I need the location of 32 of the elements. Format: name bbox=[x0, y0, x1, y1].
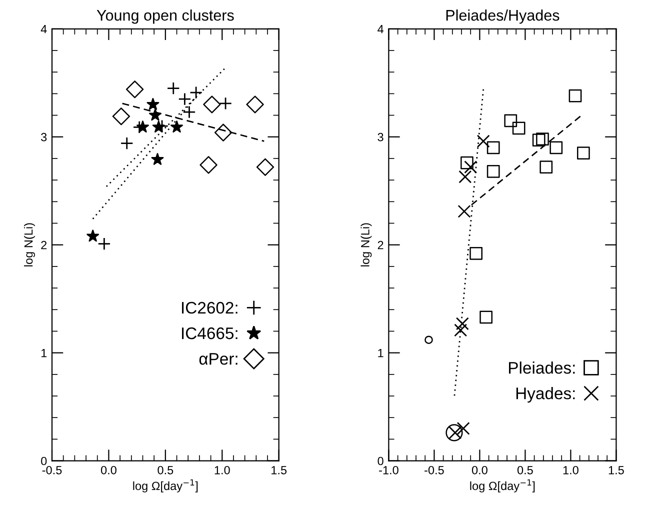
x-tick-label: 1.0 bbox=[563, 466, 578, 474]
y-tick-label: 1 bbox=[41, 348, 47, 358]
x-tick-label: 1.5 bbox=[608, 466, 624, 474]
x-tick-label: -0.5 bbox=[42, 466, 62, 474]
x-tick-label: 1.0 bbox=[214, 466, 230, 474]
x-tick-label: 0.0 bbox=[472, 466, 488, 474]
legend-label: IC2602: bbox=[182, 302, 238, 314]
x-tick-label: 0.5 bbox=[517, 466, 533, 474]
x-axis-title: log Ω[day$^{−1}$] bbox=[133, 479, 198, 492]
x-axis-title: log Ω[day$^{−1}$] bbox=[470, 479, 535, 492]
y-axis-title: log N(Li) bbox=[360, 223, 372, 266]
y-tick-label: 0 bbox=[378, 456, 384, 466]
y-tick-label: 0 bbox=[41, 456, 47, 466]
legend-label: IC4665: bbox=[182, 327, 238, 340]
y-axis-title: log N(Li) bbox=[24, 223, 36, 266]
legend-label: Hyades: bbox=[516, 387, 575, 403]
chart-title: Pleiades/Hyades bbox=[446, 9, 560, 24]
y-tick-label: 2 bbox=[41, 240, 47, 250]
y-tick-label: 3 bbox=[41, 132, 47, 142]
y-tick-label: 3 bbox=[378, 132, 384, 142]
x-tick-label: 1.5 bbox=[272, 466, 287, 474]
legend-label: Pleiades: bbox=[509, 362, 575, 374]
x-tick-label: 0.0 bbox=[100, 466, 116, 474]
y-tick-label: 4 bbox=[378, 25, 384, 34]
chart-title: Young open clusters bbox=[96, 9, 234, 24]
y-tick-label: 2 bbox=[378, 240, 384, 250]
legend-label: αPer: bbox=[199, 353, 238, 365]
x-tick-label: -0.5 bbox=[424, 466, 444, 474]
y-tick-label: 1 bbox=[378, 348, 384, 358]
x-tick-label: -1.0 bbox=[379, 466, 398, 474]
x-tick-label: 0.5 bbox=[158, 466, 174, 474]
y-tick-label: 4 bbox=[40, 25, 47, 34]
